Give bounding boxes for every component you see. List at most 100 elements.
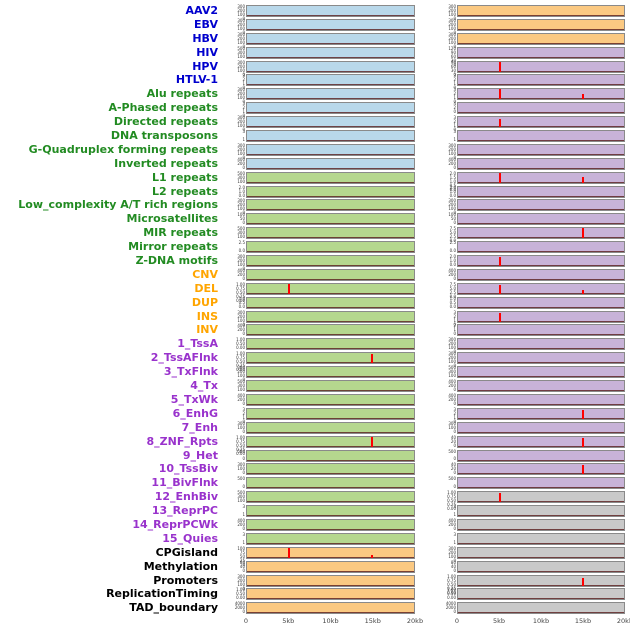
density-panel-left <box>246 171 415 184</box>
density-panel-right <box>457 46 625 59</box>
y-tick-label: 100 <box>448 206 456 212</box>
density-panel-left <box>246 116 415 129</box>
y-tick-label: 40 <box>450 563 456 569</box>
y-tick-label: 1 <box>453 136 456 142</box>
y-tick-label: 0 <box>242 525 245 531</box>
y-axis-tick-labels: 400 200 0 <box>232 393 246 407</box>
column-gap <box>415 73 443 87</box>
y-axis-tick-labels: 1.00 0.75 0.50 0.25 0.00 <box>232 434 246 455</box>
y-tick-label: 0.50 <box>447 498 456 504</box>
feature-row: ReplicationTiming 1.00 0.50 0.00 1.00 0.50 0.0… <box>0 587 630 601</box>
y-axis-tick-labels: 90 60 30 0 <box>443 60 457 76</box>
y-tick-label: 500 <box>448 448 456 454</box>
y-axis-tick-labels: 1.00 0.75 0.50 0.25 0.00 <box>443 490 457 511</box>
density-panel-right <box>457 60 625 73</box>
column-gap <box>415 323 443 337</box>
column-gap <box>415 282 443 296</box>
x-tick-label: 10kb <box>322 617 339 626</box>
y-tick-label: 0 <box>242 321 245 327</box>
y-tick-label: 1 <box>453 539 456 545</box>
y-tick-label: 0 <box>242 164 245 170</box>
y-tick-label: 4000 <box>234 601 245 607</box>
y-tick-label: 100 <box>237 387 245 393</box>
y-tick-label: 2 <box>242 77 245 83</box>
zero-baseline <box>247 195 414 197</box>
feature-row: 9_Het 500 0 500 0 <box>0 449 630 463</box>
feature-row: DEL 1.00 0.75 0.50 0.25 0.00 7.5 5.0 2.5 0.0 <box>0 281 630 302</box>
zero-baseline <box>247 140 414 142</box>
zero-baseline <box>247 584 414 586</box>
peak-marker <box>371 353 374 364</box>
zero-baseline <box>247 306 414 308</box>
y-tick-label: 30 <box>450 57 456 63</box>
feature-row: INS 300 200 100 0 3 2 1 0 <box>0 310 630 327</box>
y-tick-label: 100 <box>448 373 456 379</box>
zero-baseline <box>247 334 414 336</box>
peak-marker <box>498 257 501 267</box>
feature-row: 2_TssAFlnk 1.00 0.75 0.50 0.25 0.00 300 200 100 0 <box>0 351 630 372</box>
density-panel-right <box>457 143 625 156</box>
y-tick-label: 200 <box>237 396 245 402</box>
feature-row: 15_Quies 3 1 3 1 <box>0 532 630 546</box>
y-tick-label: 200 <box>237 160 245 166</box>
zero-baseline <box>458 612 624 614</box>
y-tick-label: 3 <box>453 406 456 412</box>
density-panel-right <box>457 421 625 434</box>
y-tick-label: 2 <box>453 323 456 329</box>
y-tick-label: 200 <box>237 91 245 97</box>
y-tick-label: 1.00 <box>236 434 245 440</box>
y-tick-label: 60 <box>450 63 456 69</box>
density-panel-left <box>246 491 415 504</box>
density-panel-right <box>457 463 625 476</box>
y-tick-label: 0.00 <box>236 595 245 601</box>
feature-label: ReplicationTiming <box>106 587 218 601</box>
feature-row: Alu repeats 300 200 100 0 3 2 1 0 <box>0 87 630 104</box>
zero-baseline <box>247 126 414 128</box>
feature-row: Inverted repeats 400 200 0 400 200 0 <box>0 157 630 171</box>
y-tick-label: 100 <box>237 150 245 156</box>
y-tick-label: 100 <box>237 67 245 73</box>
y-tick-label: 0 <box>242 154 245 160</box>
density-panel-left <box>246 102 415 115</box>
zero-baseline <box>458 278 624 280</box>
y-axis-tick-labels: 400 200 0 <box>232 157 246 171</box>
y-axis-tick-labels: 500 300 100 <box>232 490 246 504</box>
feature-label: TAD_boundary <box>129 601 218 615</box>
density-panel-right <box>457 380 625 393</box>
y-tick-label: 0 <box>242 470 245 476</box>
y-tick-label: 0 <box>453 442 456 448</box>
feature-row: 14_ReprPCWk 400 200 0 400 200 0 <box>0 518 630 532</box>
y-tick-label: 200 <box>448 383 456 389</box>
density-panel-left <box>246 60 415 73</box>
feature-row: 12_EnhBiv 500 300 100 1.00 0.75 0.50 0.25 0.00 <box>0 490 630 511</box>
y-axis-tick-labels: 2.0 1.5 1.0 0.5 0.0 <box>443 171 457 191</box>
y-axis-tick-labels: 1.00 0.50 0.00 <box>232 587 246 601</box>
density-panel-left <box>246 88 415 101</box>
zero-baseline <box>247 153 414 155</box>
y-axis-tick-labels: 400 200 0 <box>232 268 246 282</box>
y-tick-label: 400 <box>448 156 456 162</box>
zero-baseline <box>458 515 624 517</box>
density-panel-left <box>246 185 415 198</box>
zero-baseline <box>247 223 414 225</box>
feature-row: AAV2 300 200 100 0 300 200 100 0 <box>0 4 630 21</box>
y-tick-label: 300 <box>237 198 245 204</box>
y-tick-label: 0 <box>242 220 245 226</box>
feature-label: DEL <box>194 281 218 295</box>
zero-baseline <box>458 112 624 114</box>
y-tick-label: 100 <box>448 39 456 45</box>
zero-baseline <box>247 167 414 169</box>
y-tick-label: 25 <box>239 557 245 563</box>
y-tick-label: 3 <box>453 531 456 537</box>
y-tick-label: 0 <box>242 609 245 615</box>
density-panel-left <box>246 352 415 365</box>
feature-row: HTLV-1 3 2 1 0 3 2 1 0 <box>0 73 630 90</box>
feature-row: 1_TssA 1.00 0.50 0.00 300 200 100 0 <box>0 337 630 354</box>
y-tick-label: 1 <box>242 414 245 420</box>
y-tick-label: 0.25 <box>236 363 245 369</box>
y-tick-label: 0 <box>242 585 245 591</box>
zero-baseline <box>247 542 414 544</box>
